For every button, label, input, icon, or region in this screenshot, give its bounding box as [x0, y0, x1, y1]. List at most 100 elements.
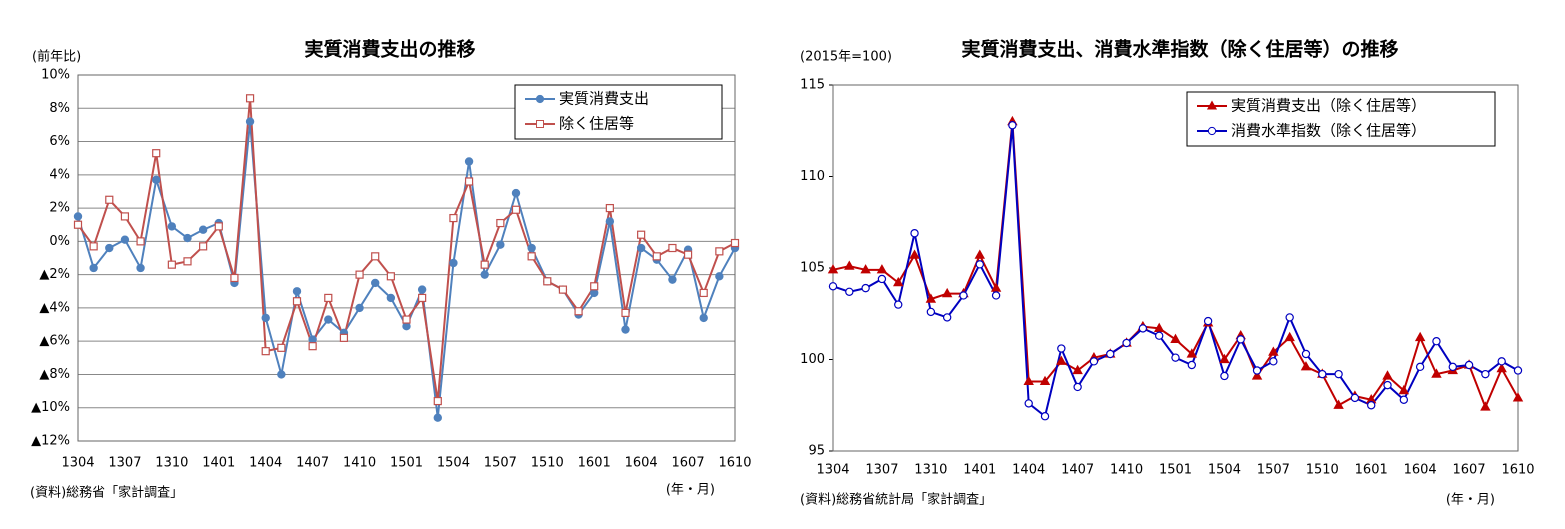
- point: [308, 335, 317, 344]
- x-tick-label: 1507: [484, 456, 517, 471]
- point: [527, 243, 536, 253]
- point: [894, 300, 903, 309]
- point: [668, 243, 677, 253]
- point: [1284, 331, 1295, 342]
- y-tick-label: 6%: [49, 134, 70, 149]
- point: [1154, 331, 1164, 340]
- point: [292, 297, 302, 306]
- point: [991, 291, 1001, 300]
- chart-title: 実質消費支出、消費水準指数（除く住居等）の推移: [961, 38, 1398, 61]
- plot-frame: [77, 74, 736, 442]
- point: [496, 240, 505, 249]
- point: [355, 270, 364, 279]
- x-tick-label: 1601: [1355, 463, 1388, 478]
- point: [1383, 380, 1392, 390]
- point: [89, 242, 98, 251]
- point: [1448, 362, 1457, 372]
- point: [861, 283, 870, 293]
- point: [120, 212, 130, 221]
- point: [261, 313, 270, 323]
- point: [433, 413, 442, 422]
- x-tick-label: 1501: [1159, 463, 1192, 478]
- point: [1040, 412, 1050, 421]
- y-tick-label: 95: [808, 444, 825, 459]
- x-tick-label: 1310: [155, 456, 188, 471]
- point: [355, 303, 364, 313]
- point: [1122, 338, 1131, 348]
- point: [925, 293, 937, 303]
- x-tick-label: 1407: [296, 456, 329, 471]
- point: [449, 213, 458, 223]
- x-tick-label: 1510: [1306, 463, 1339, 478]
- y-tick-label: 115: [800, 78, 825, 93]
- point: [152, 149, 161, 158]
- point: [893, 276, 904, 287]
- point: [198, 225, 208, 234]
- point: [1318, 369, 1327, 379]
- point: [1089, 357, 1099, 366]
- point: [1252, 366, 1262, 375]
- x-tick-label: 1601: [578, 456, 611, 471]
- point: [845, 287, 854, 296]
- legend-label: 実質消費支出: [559, 90, 649, 108]
- point: [230, 273, 239, 283]
- point: [245, 117, 255, 126]
- point: [1072, 364, 1083, 375]
- y-axis-unit: (前年比): [32, 49, 81, 65]
- point: [433, 396, 442, 406]
- series-line: [832, 125, 1519, 418]
- point: [183, 233, 192, 243]
- point: [1301, 349, 1311, 359]
- point: [277, 370, 286, 379]
- point: [1464, 360, 1474, 370]
- point: [1367, 401, 1376, 410]
- point: [1512, 392, 1524, 402]
- point: [308, 342, 317, 351]
- x-tick-label: 1510: [531, 456, 564, 471]
- x-tick-label: 1304: [816, 463, 849, 478]
- point: [73, 212, 83, 221]
- point: [1170, 333, 1181, 343]
- point: [480, 260, 489, 269]
- legend-label: 除く住居等: [559, 115, 634, 133]
- point: [105, 243, 114, 253]
- point: [1333, 399, 1344, 409]
- x-tick-label: 1401: [963, 463, 996, 478]
- point: [1350, 393, 1360, 403]
- point: [910, 229, 919, 238]
- y-tick-label: 105: [800, 261, 825, 276]
- point: [386, 272, 395, 281]
- point: [292, 287, 302, 296]
- point: [105, 195, 114, 204]
- point: [975, 260, 984, 269]
- x-tick-label: 1401: [202, 456, 235, 471]
- point: [1480, 401, 1491, 411]
- point: [942, 313, 952, 322]
- point: [1187, 360, 1197, 370]
- point: [959, 291, 968, 300]
- point: [926, 307, 936, 317]
- point: [167, 260, 176, 269]
- point: [1219, 353, 1230, 364]
- y-tick-label: ▲10%: [31, 400, 70, 415]
- source: (資料)総務省「家計調査」: [30, 485, 183, 501]
- point: [183, 257, 192, 266]
- point: [974, 249, 986, 259]
- point: [715, 272, 724, 281]
- point: [558, 285, 568, 294]
- point: [699, 313, 708, 323]
- point: [590, 282, 599, 291]
- point: [1414, 331, 1426, 342]
- point: [1138, 324, 1148, 333]
- x-tick-label: 1504: [1208, 463, 1241, 478]
- point: [464, 177, 474, 186]
- point: [1496, 362, 1507, 373]
- point: [1153, 322, 1165, 332]
- point: [1056, 355, 1067, 365]
- legend-marker: [1207, 126, 1217, 136]
- point: [668, 275, 677, 284]
- point: [1269, 357, 1278, 366]
- point: [699, 288, 708, 298]
- x-tick-label: 1307: [108, 456, 141, 471]
- point: [1334, 369, 1343, 379]
